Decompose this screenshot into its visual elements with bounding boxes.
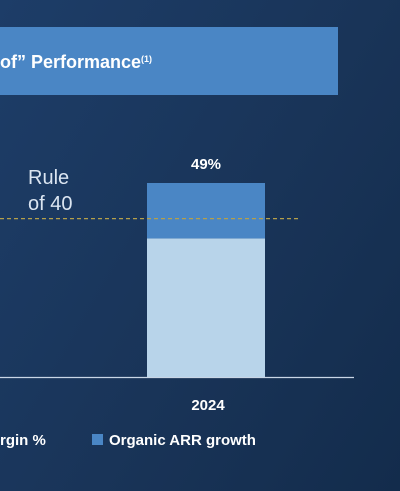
total-labels-group: 49% [191,156,221,173]
chart-title: of” Performance(1) [0,52,152,73]
legend-label-margin: rgin % [0,432,46,449]
legend-item-organic-arr-growth: Organic ARR growth [92,432,256,449]
title-footnote-marker: (1) [141,54,153,64]
rule-of-40-label-line2: of 40 [28,193,72,215]
title-banner [0,27,338,95]
x-tick-label-2024: 2024 [191,397,225,414]
bars-group [147,183,265,377]
x-tick-labels-group: 2024 [191,397,225,414]
bar-segment-2024-series-0 [147,238,265,377]
chart-title-text: of” Performance [0,52,142,72]
rule-of-40-label-line1: Rule [28,167,69,189]
legend-label-organic-arr-growth: Organic ARR growth [109,432,256,449]
legend-swatch-organic-arr-growth [92,434,103,445]
bar-segment-2024-series-1 [147,183,265,239]
legend-item-margin: rgin % [0,432,46,449]
total-label-2024: 49% [191,156,221,173]
